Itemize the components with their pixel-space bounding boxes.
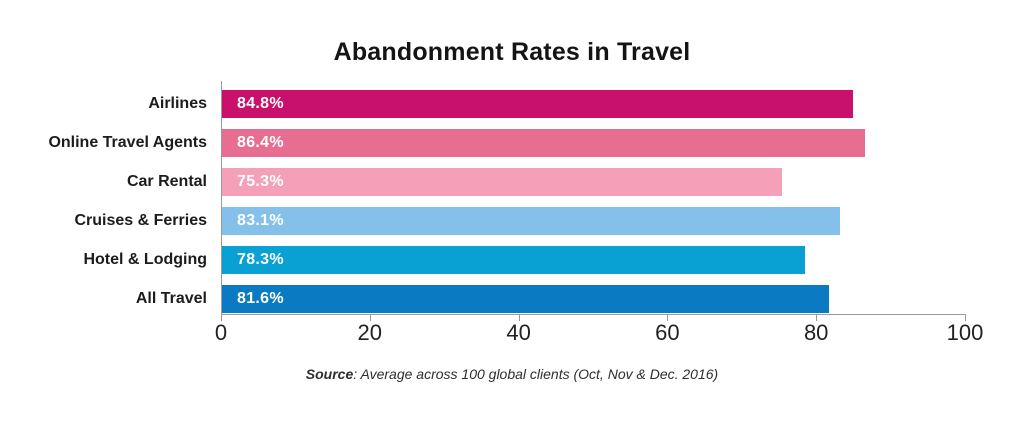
x-axis-tick-label: 20 xyxy=(357,320,383,345)
chart-title: Abandonment Rates in Travel xyxy=(333,38,691,66)
x-axis-tick-label: 40 xyxy=(506,320,531,345)
bar-row: Cruises & Ferries 83.1% xyxy=(74,207,966,235)
x-axis-tick-mark xyxy=(221,315,222,321)
bar-row: Airlines 84.8% xyxy=(148,90,966,118)
category-label: Airlines xyxy=(148,95,207,112)
x-axis-tick-label: 100 xyxy=(946,320,984,345)
x-axis-tick-mark xyxy=(816,315,818,321)
bar-value-label: 78.3% xyxy=(237,251,284,268)
category-label: Cruises & Ferries xyxy=(74,212,207,229)
category-label: Hotel & Lodging xyxy=(83,251,207,268)
plot-area: Airlines 84.8% Online Travel Agents 86.4% Ca… xyxy=(48,81,966,315)
bar-value-label: 83.1% xyxy=(237,212,284,229)
bar: 83.1% xyxy=(222,207,841,235)
bar-value-label: 75.3% xyxy=(237,173,284,190)
bar-row: Car Rental 75.3% xyxy=(127,168,966,196)
bar: 81.6% xyxy=(222,285,830,313)
bar-rows: Airlines 84.8% Online Travel Agents 86.4% Ca… xyxy=(48,81,966,313)
bar: 78.3% xyxy=(222,246,805,274)
x-axis-tick-label: 80 xyxy=(803,320,829,345)
source-text: : Average across 100 global clients (Oct… xyxy=(353,366,719,382)
bar-value-label: 84.8% xyxy=(237,95,284,112)
x-axis-tick-mark xyxy=(965,315,966,321)
bar-row: Online Travel Agents 86.4% xyxy=(48,129,966,157)
bar-value-label: 86.4% xyxy=(237,134,284,151)
bar-row: Hotel & Lodging 78.3% xyxy=(83,246,966,274)
x-axis-tick-mark xyxy=(369,315,371,321)
category-label: Online Travel Agents xyxy=(48,134,207,151)
bar: 84.8% xyxy=(222,90,853,118)
x-axis-tick-label: 0 xyxy=(214,320,228,345)
bar-row: All Travel 81.6% xyxy=(136,285,966,313)
x-axis-tick-mark xyxy=(518,315,520,321)
x-axis-tick-label: 60 xyxy=(655,320,680,345)
bar: 75.3% xyxy=(222,168,783,196)
x-axis-tick-mark xyxy=(667,315,669,321)
source-note: Source: Average across 100 global client… xyxy=(0,366,1024,382)
category-label: All Travel xyxy=(135,290,207,307)
category-label: Car Rental xyxy=(126,173,207,190)
source-label: Source xyxy=(305,366,354,382)
x-axis: 0 20 40 60 80 100 xyxy=(215,315,983,355)
bar: 86.4% xyxy=(222,129,865,157)
bar-value-label: 81.6% xyxy=(237,290,284,307)
